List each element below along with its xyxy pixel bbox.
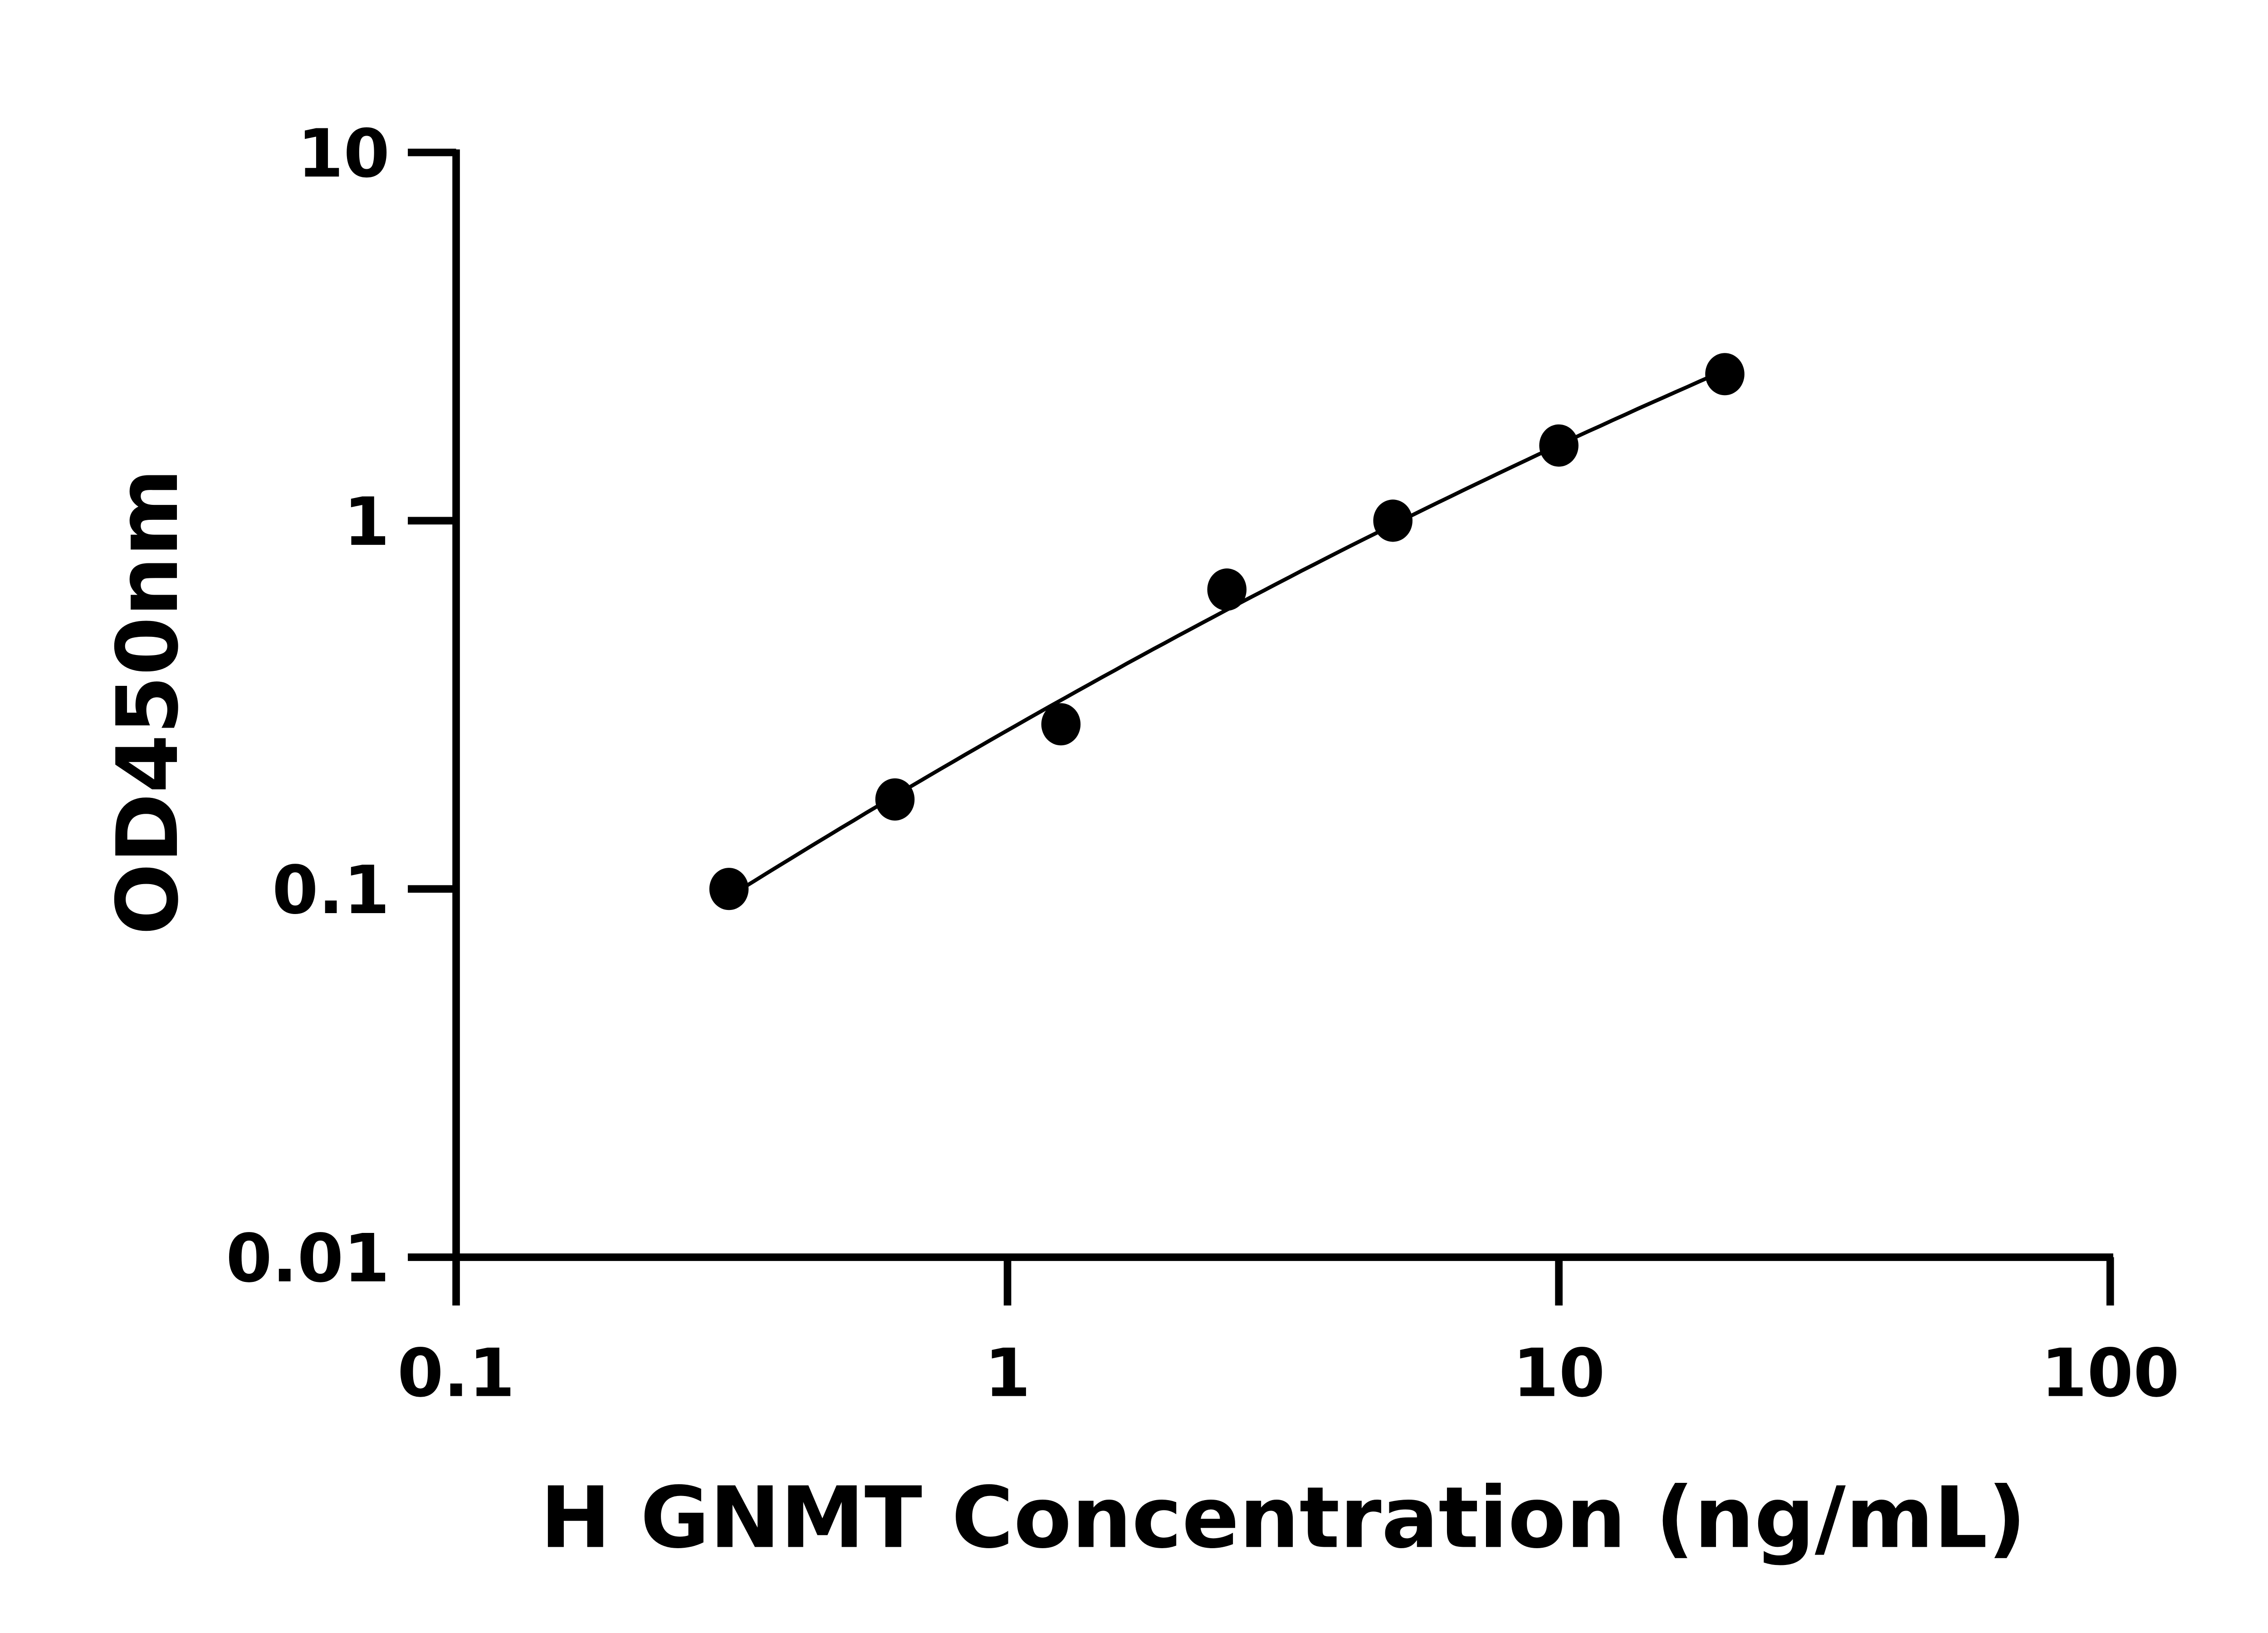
axes <box>452 149 2113 1261</box>
y-tick-label: 1 <box>343 483 390 561</box>
x-tick-label: 0.1 <box>397 1335 515 1412</box>
y-tick-label: 10 <box>297 115 390 192</box>
x-tick-label: 100 <box>2041 1335 2180 1412</box>
data-point <box>1041 703 1081 746</box>
y-tick-label: 0.01 <box>226 1220 390 1297</box>
data-point <box>875 778 915 821</box>
y-axis-title: OD450nm <box>98 469 197 935</box>
data-point <box>709 868 749 910</box>
data-point <box>1705 353 1745 396</box>
data-point <box>1207 568 1247 611</box>
data-point <box>1539 424 1579 467</box>
y-tick-label: 0.1 <box>272 851 390 929</box>
x-tick-label: 10 <box>1513 1335 1605 1412</box>
x-axis-title: H GNMT Concentration (ng/mL) <box>540 1468 2026 1567</box>
data-point <box>1373 499 1413 542</box>
x-tick-label: 1 <box>984 1335 1031 1412</box>
